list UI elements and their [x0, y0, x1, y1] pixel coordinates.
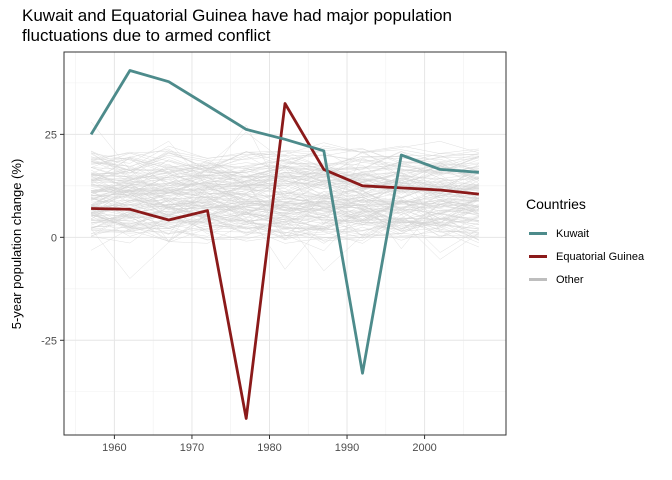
other-country-line — [91, 185, 479, 210]
legend-item-kuwait: Kuwait — [526, 222, 644, 245]
other-country-line — [91, 187, 479, 214]
legend-item-other: Other — [526, 268, 644, 291]
other-country-line — [91, 178, 479, 198]
other-country-line — [90, 178, 479, 209]
other-country-line — [91, 190, 480, 224]
other-country-line — [91, 214, 479, 241]
legend: Countries Kuwait Equatorial Guinea Other — [526, 196, 644, 291]
other-country-line — [91, 160, 479, 181]
other-country-line — [91, 182, 480, 211]
legend-label-equatorial-guinea: Equatorial Guinea — [556, 250, 645, 263]
other-country-line — [91, 171, 479, 199]
other-series-lines — [90, 121, 480, 279]
other-country-line — [91, 158, 479, 187]
other-country-line — [90, 213, 480, 253]
other-country-line — [91, 145, 479, 173]
other-country-line — [91, 222, 479, 244]
y-tick-label: 25 — [45, 129, 57, 141]
other-country-line — [91, 217, 479, 244]
plot-panel-border — [63, 51, 507, 436]
other-country-line — [91, 198, 479, 225]
other-country-line — [91, 151, 479, 225]
other-country-line — [91, 157, 479, 185]
x-tick-label: 1970 — [180, 442, 204, 454]
other-country-line — [91, 210, 479, 270]
x-tick-label: 1960 — [102, 442, 126, 454]
other-country-line — [90, 189, 479, 222]
legend-swatch-other — [529, 278, 547, 281]
other-country-line — [91, 199, 479, 225]
other-country-line — [91, 180, 479, 207]
y-tick-label: -25 — [41, 335, 57, 347]
chart-title: Kuwait and Equatorial Guinea have had ma… — [22, 6, 453, 45]
other-country-line — [91, 214, 480, 238]
x-tick-label: 1980 — [257, 442, 281, 454]
y-tick-label: 0 — [51, 232, 57, 244]
other-country-line — [91, 187, 479, 218]
other-country-line — [90, 154, 479, 184]
other-country-line — [91, 166, 479, 194]
other-country-line — [91, 169, 479, 193]
x-tick-label: 1990 — [335, 442, 359, 454]
legend-label-kuwait: Kuwait — [556, 227, 590, 240]
other-country-line — [90, 182, 479, 237]
other-country-line — [91, 167, 479, 193]
other-country-line — [91, 191, 479, 216]
x-tick-label: 2000 — [412, 442, 436, 454]
legend-title: Countries — [526, 196, 586, 212]
other-country-line — [91, 193, 479, 230]
other-country-line — [91, 196, 479, 250]
series-line-equatorial-guinea — [91, 102, 480, 420]
other-country-line — [91, 191, 479, 212]
other-country-line — [91, 188, 479, 218]
legend-label-other: Other — [556, 273, 584, 286]
other-country-line — [90, 150, 479, 175]
other-country-line — [91, 213, 479, 241]
other-country-line — [91, 176, 480, 199]
other-country-line — [91, 163, 479, 193]
other-country-line — [91, 174, 479, 201]
other-country-line — [90, 199, 479, 229]
other-country-line — [90, 224, 479, 279]
other-country-line — [91, 165, 479, 195]
other-country-line — [90, 151, 479, 180]
other-country-line — [91, 213, 479, 243]
y-axis-label: 5-year population change (%) — [9, 159, 24, 330]
other-country-line — [91, 160, 479, 189]
series-line-kuwait — [89, 69, 480, 375]
other-country-line — [91, 212, 479, 233]
legend-item-equatorial-guinea: Equatorial Guinea — [526, 245, 644, 268]
other-country-line — [91, 189, 479, 215]
axes: 1960 1970 1980 1990 2000 -25 0 25 — [41, 129, 437, 454]
other-country-line — [91, 155, 479, 204]
other-country-line — [91, 165, 479, 186]
legend-swatch-kuwait — [529, 232, 547, 235]
other-country-line — [91, 218, 479, 240]
other-country-line — [90, 153, 479, 178]
highlight-series-lines — [89, 69, 480, 420]
other-country-line — [91, 206, 480, 235]
other-country-line — [91, 192, 479, 221]
other-country-line — [91, 206, 479, 252]
other-country-line — [91, 190, 479, 218]
legend-swatch-equatorial-guinea — [529, 255, 547, 258]
other-country-line — [90, 201, 479, 235]
